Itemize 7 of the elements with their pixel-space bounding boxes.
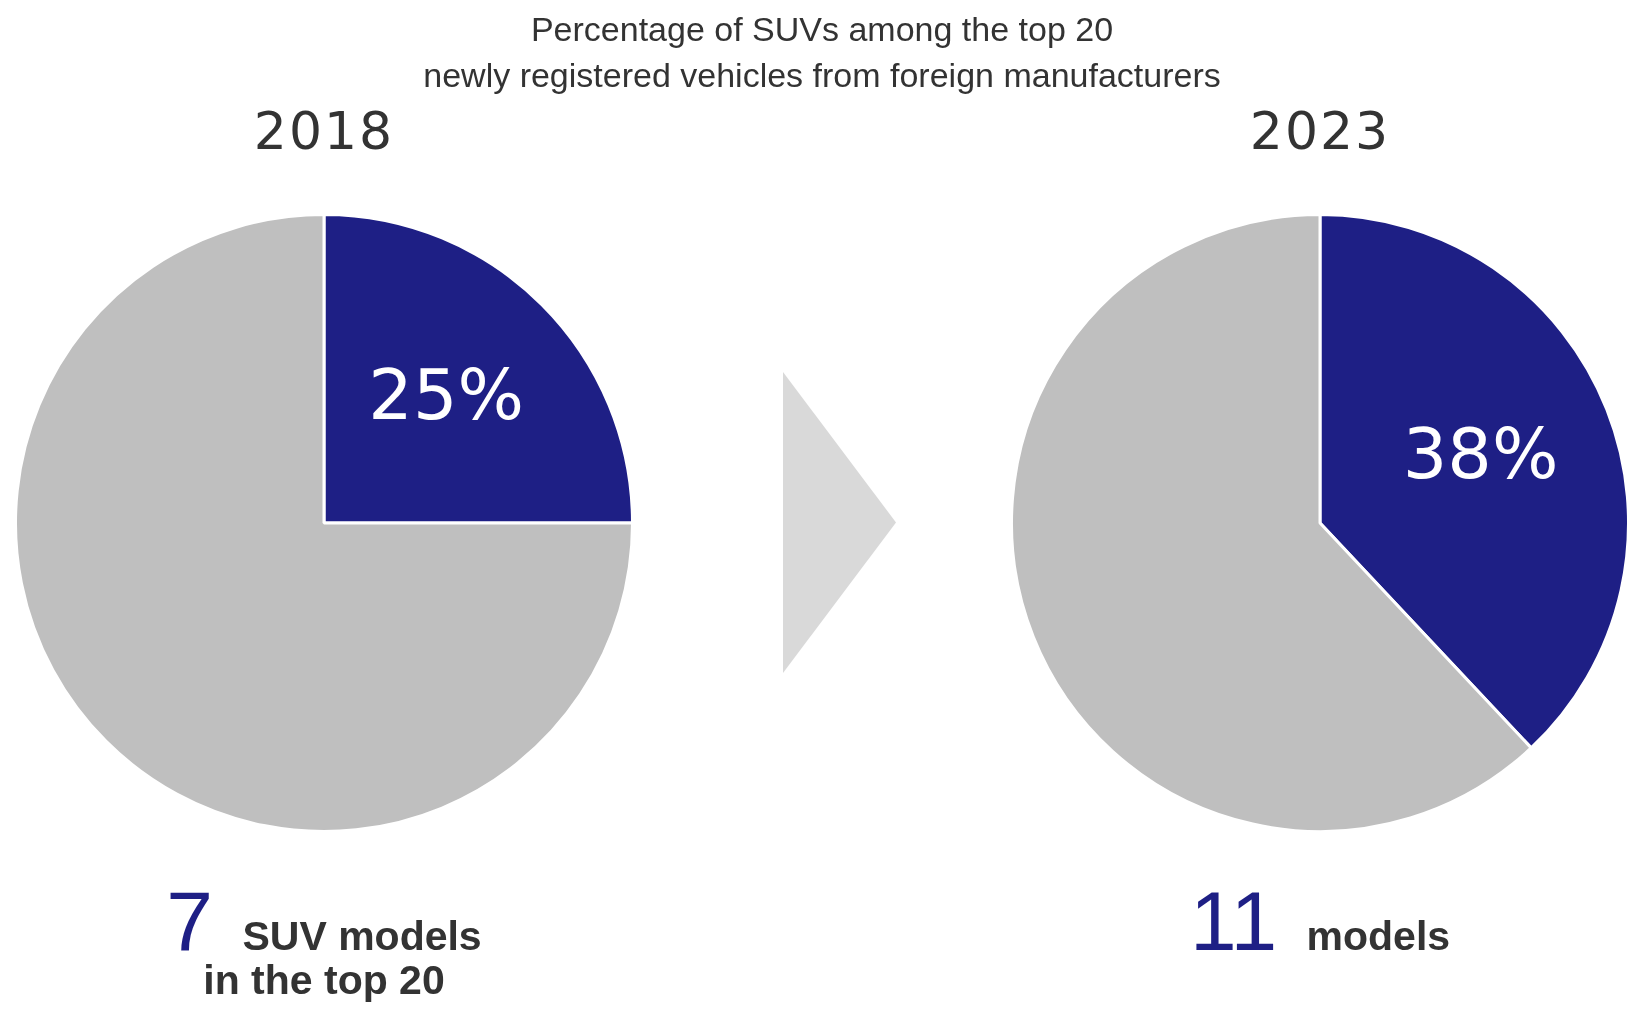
- chart-subtitle: 2018: [252, 100, 396, 163]
- text: 11: [1189, 874, 1278, 968]
- text: models: [1306, 913, 1451, 959]
- text: Percentage of SUVs among the top 20 newly registered vehicles from foreign manufacturers: [422, 9, 1222, 96]
- data-label: 25%: [368, 354, 524, 437]
- data-label: 38%: [1402, 412, 1559, 495]
- chart-subtitle: 2023: [1248, 100, 1392, 163]
